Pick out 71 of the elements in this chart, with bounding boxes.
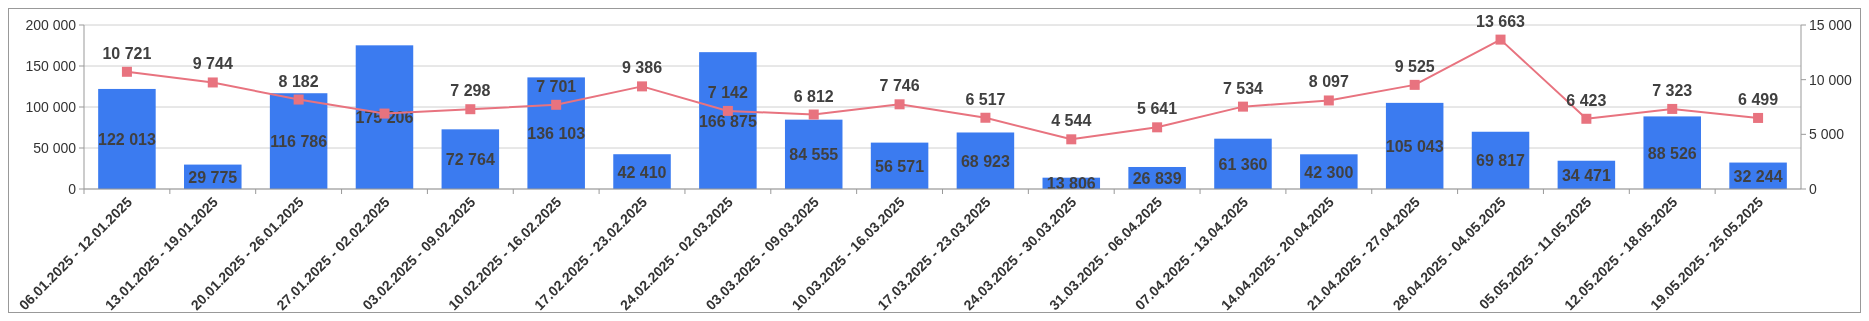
data-label: 7 701: [536, 77, 577, 95]
bar: [527, 77, 585, 189]
data-label: 10 721: [102, 44, 152, 62]
data-label: 9 386: [622, 59, 663, 77]
y2-tick-label: 0: [1809, 181, 1817, 197]
point: [808, 109, 819, 120]
y-tick-label: 0: [68, 181, 77, 197]
point: [1237, 101, 1248, 112]
data-label: 88 526: [1647, 144, 1697, 162]
data-label: 7 142: [707, 83, 748, 101]
data-label: 166 875: [698, 112, 757, 130]
data-label: 56 571: [875, 157, 925, 175]
data-label: 136 103: [527, 125, 586, 143]
y2-tick-label: 5 000: [1809, 126, 1845, 143]
data-label: 6 499: [1738, 90, 1779, 108]
y-tick-label: 100 000: [25, 99, 77, 115]
data-label: 42 410: [617, 163, 667, 181]
data-label: 7 746: [879, 77, 920, 95]
data-label: 84 555: [789, 146, 839, 164]
data-label: 29 775: [188, 168, 238, 186]
point: [1495, 34, 1506, 45]
point: [1066, 134, 1077, 145]
y-tick-label: 200 000: [25, 17, 77, 33]
data-label: 105 043: [1385, 137, 1444, 155]
data-label: 42 300: [1304, 163, 1354, 181]
data-label: 72 764: [445, 151, 495, 169]
data-label: 116 786: [270, 133, 328, 151]
bar: [699, 52, 757, 189]
data-label: 7 298: [450, 82, 491, 100]
y2-tick-label: 10 000: [1809, 71, 1853, 88]
point: [722, 105, 733, 116]
data-label: 8 097: [1308, 73, 1349, 91]
point: [1323, 95, 1334, 106]
point: [121, 66, 132, 77]
data-label: 13 663: [1476, 12, 1526, 30]
data-label: 69 817: [1476, 152, 1526, 170]
point: [207, 77, 218, 88]
data-label: 8 182: [278, 72, 319, 90]
point: [637, 81, 648, 92]
data-label: 4 544: [1051, 112, 1092, 130]
point: [465, 104, 476, 115]
bar: [269, 93, 328, 189]
bar: [355, 45, 414, 189]
data-label: 6 812: [793, 87, 834, 105]
point: [1581, 113, 1592, 124]
point: [980, 112, 991, 123]
point: [1152, 122, 1163, 133]
point: [1753, 112, 1764, 123]
data-label: 68 923: [960, 152, 1010, 170]
point: [1667, 103, 1678, 114]
data-label: 26 839: [1132, 170, 1182, 187]
data-label: 61 360: [1218, 155, 1268, 173]
bar: [98, 88, 156, 189]
y2-tick-label: 15 000: [1809, 17, 1853, 33]
point: [551, 99, 562, 110]
point: [894, 99, 905, 110]
data-label: 9 744: [192, 55, 233, 73]
data-label: 7 534: [1222, 79, 1264, 97]
data-label: 122 013: [98, 130, 156, 148]
point: [1409, 79, 1420, 90]
data-label: 9 525: [1394, 57, 1435, 75]
data-label: 7 323: [1652, 81, 1693, 99]
data-label: 6 517: [965, 90, 1006, 108]
y-tick-label: 150 000: [25, 58, 77, 74]
data-label: 5 641: [1137, 100, 1178, 118]
bar: [1643, 116, 1701, 189]
y-tick-label: 50 000: [33, 140, 77, 156]
data-label: 34 471: [1561, 166, 1611, 184]
point: [293, 94, 304, 105]
data-label: 32 244: [1733, 167, 1783, 185]
data-label: 13 806: [1046, 175, 1096, 193]
